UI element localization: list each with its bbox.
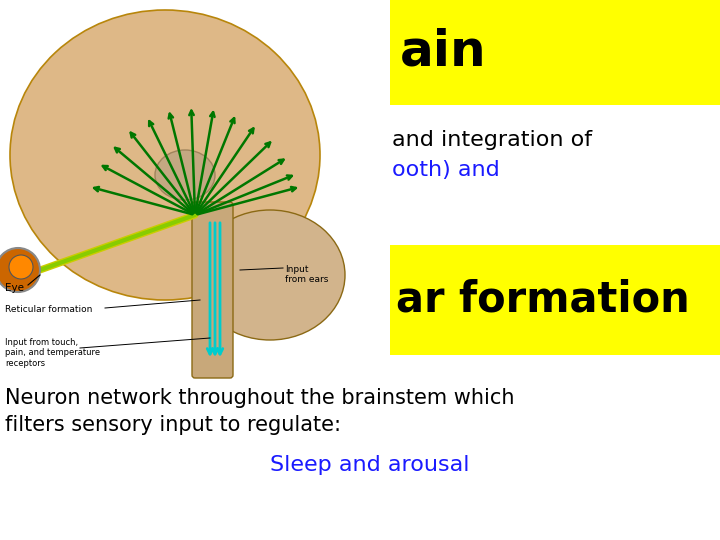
Bar <box>390 0 720 105</box>
Text: ar formation: ar formation <box>396 279 690 321</box>
Text: Input from touch,
pain, and temperature
receptors: Input from touch, pain, and temperature … <box>5 338 100 368</box>
Ellipse shape <box>195 210 345 340</box>
Text: ain: ain <box>400 28 487 76</box>
Circle shape <box>0 248 40 292</box>
Ellipse shape <box>10 10 320 300</box>
Text: filters sensory input to regulate:: filters sensory input to regulate: <box>5 415 341 435</box>
Text: and integration of: and integration of <box>392 130 592 150</box>
Ellipse shape <box>155 150 215 200</box>
Text: Reticular formation: Reticular formation <box>5 305 92 314</box>
Text: Sleep and arousal: Sleep and arousal <box>270 455 469 475</box>
FancyBboxPatch shape <box>192 202 233 378</box>
Text: Input
from ears: Input from ears <box>285 265 328 285</box>
Text: Neuron network throughout the brainstem which: Neuron network throughout the brainstem … <box>5 388 515 408</box>
Bar <box>390 245 720 355</box>
Circle shape <box>9 255 33 279</box>
Text: Eye: Eye <box>5 283 24 293</box>
Text: ooth) and: ooth) and <box>392 160 500 180</box>
